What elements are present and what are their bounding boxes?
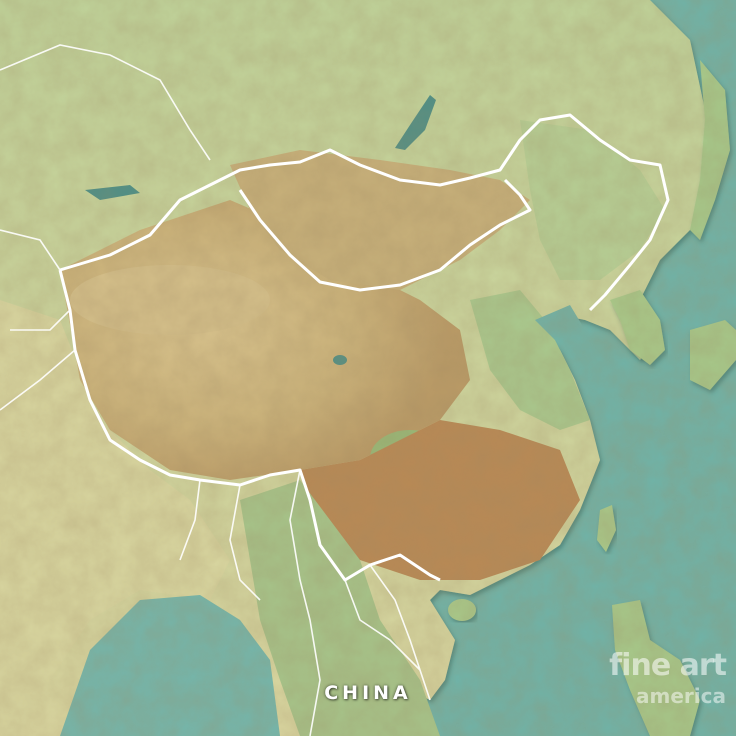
- watermark-line-1: fine art: [609, 648, 727, 683]
- neighbor-borders: [0, 44, 431, 736]
- china-border: [58, 113, 670, 582]
- watermark-line-2: america: [636, 684, 726, 708]
